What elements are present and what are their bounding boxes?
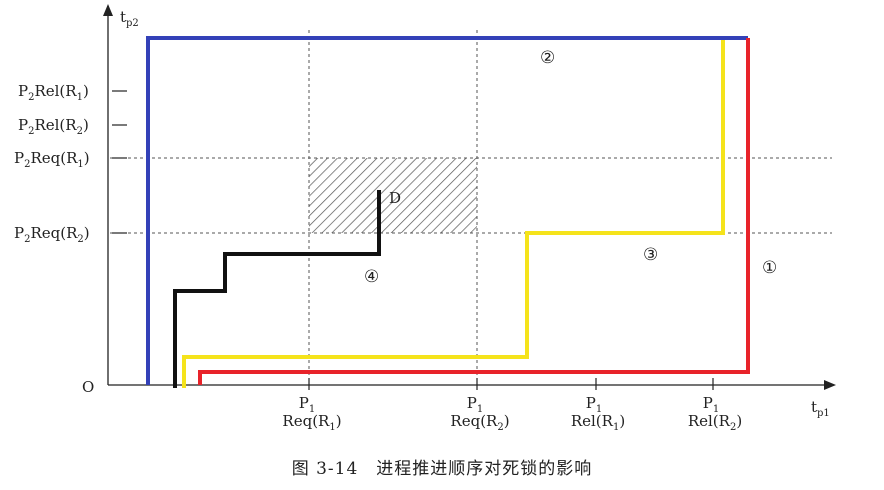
y-tick-label-p2-req-r2: P2Req(R2): [14, 224, 90, 245]
x-tick-label-3-bottom: Rel(R1): [571, 412, 625, 433]
path-label-4: ④: [364, 267, 379, 287]
x-tick-label-4-bottom: Rel(R2): [688, 412, 742, 433]
x-tick-label-1-top: P1: [299, 394, 315, 415]
y-axis-title: tp2: [120, 8, 139, 29]
origin-label: O: [82, 378, 94, 396]
x-tick-label-2-bottom: Req(R2): [450, 412, 509, 433]
x-axis-title: tp1: [811, 398, 830, 419]
y-tick-label-p2-req-r1: P2Req(R1): [14, 149, 90, 170]
path-label-2: ②: [540, 48, 555, 68]
x-tick-label-3-top: P1: [586, 394, 602, 415]
figure-caption: 图 3-14 进程推进顺序对死锁的影响: [291, 459, 593, 479]
x-tick-label-1-bottom: Req(R1): [282, 412, 341, 433]
path-1-red: [198, 38, 750, 385]
path-2-blue: [146, 36, 748, 385]
unsafe-region: [309, 158, 477, 233]
x-tick-label-4-top: P1: [703, 394, 719, 415]
path-label-1: ①: [762, 258, 777, 278]
x-tick-labels: P1 Req(R1) P1 Req(R2) P1 Rel(R1) P1 Rel(…: [282, 394, 742, 433]
path-label-3: ③: [643, 245, 658, 265]
y-tick-label-p2-rel-r2: P2Rel(R2): [18, 116, 89, 137]
x-tick-label-2-top: P1: [467, 394, 483, 415]
tick-marks: [112, 90, 714, 390]
y-tick-labels: P2Rel(R1) P2Rel(R2) P2Req(R1) P2Req(R2): [14, 82, 90, 245]
path-4-black: [173, 190, 381, 388]
deadlock-label: D: [389, 189, 401, 207]
y-tick-label-p2-rel-r1: P2Rel(R1): [18, 82, 89, 103]
path-3-yellow: [182, 40, 725, 388]
